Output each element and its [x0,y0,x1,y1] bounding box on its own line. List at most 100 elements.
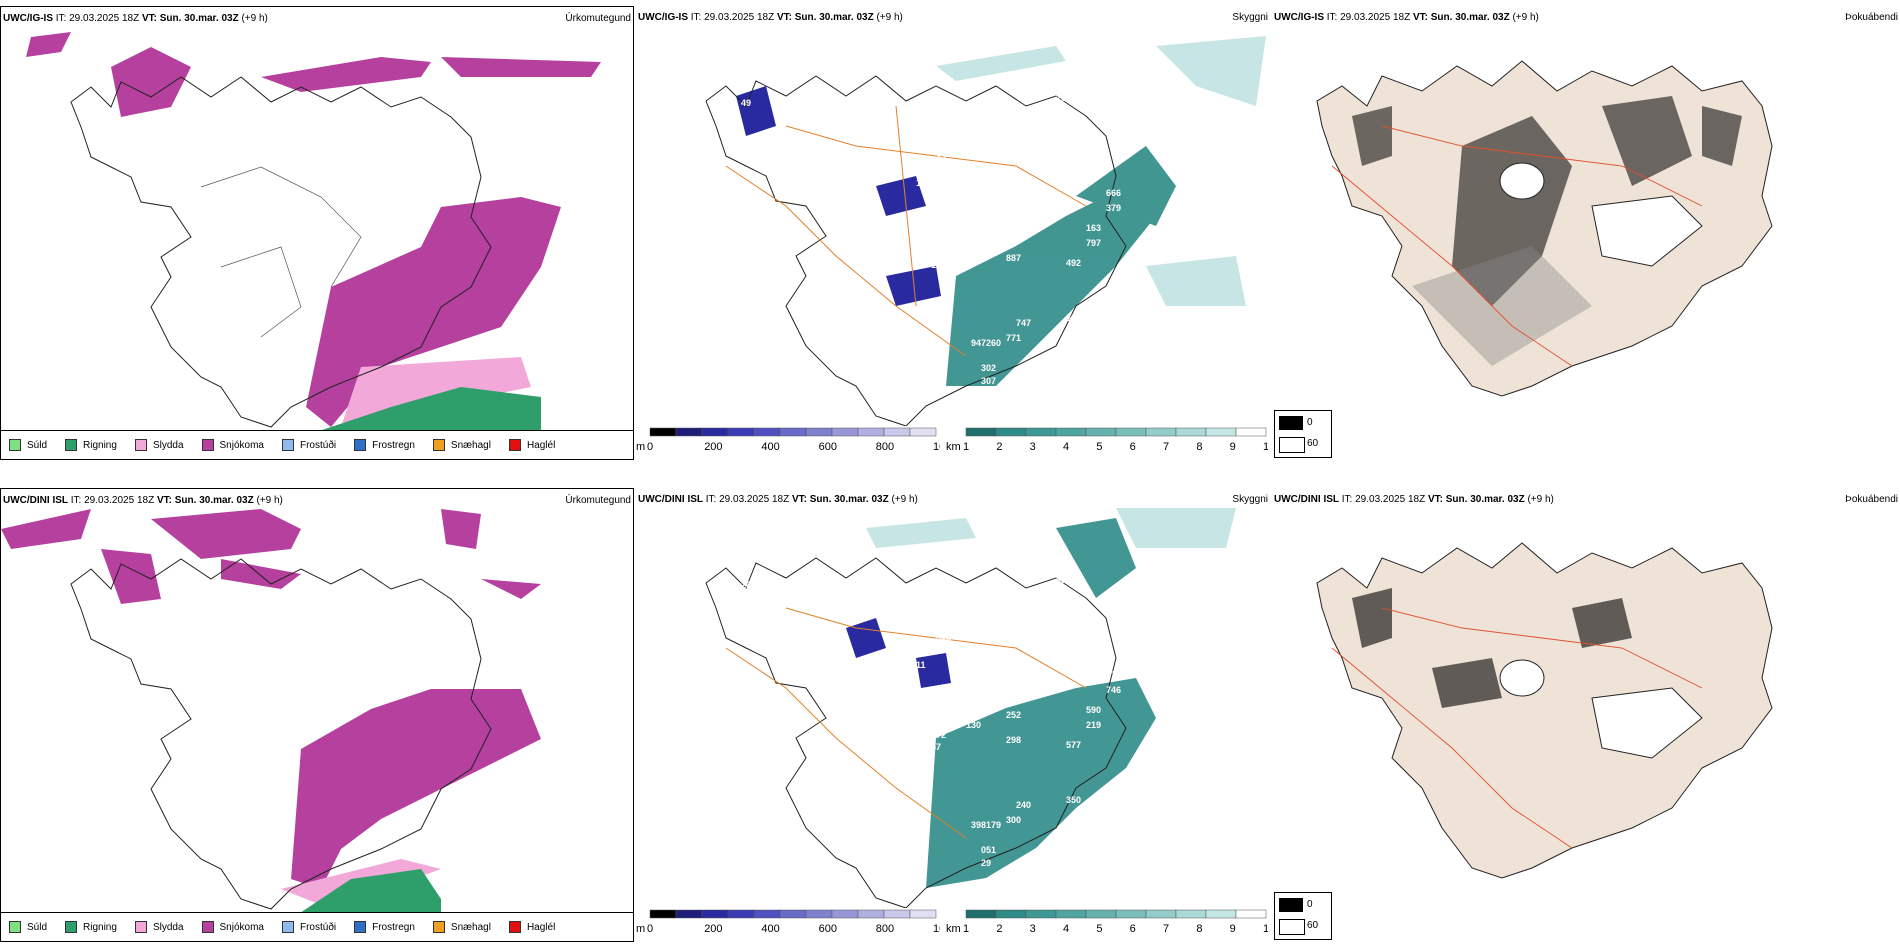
scale-tick: 6 [1130,441,1136,453]
fog-light-areas [1412,246,1592,366]
legend-swatch [201,921,214,933]
visibility-value-label: 57 [931,742,941,752]
visibility-value-label: 577 [1066,740,1081,750]
scale-tick: 1 [963,441,969,453]
legend-item-2: Slydda [134,921,184,933]
scale-tick: 2 [996,441,1002,453]
scale-tick: 200 [704,441,722,453]
legend-swatch [432,439,445,451]
panel-header: UWC/DINI ISL IT: 29.03.2025 18Z VT: Sun.… [638,494,1268,505]
legend-label: Snjókoma [219,921,264,933]
scale-swatch [753,909,781,919]
scale-swatch [1175,909,1207,919]
roads [725,105,1087,357]
roads [1331,125,1703,367]
visibility-value-label: 130 [746,545,761,555]
scale-tick: 0 [647,923,653,935]
visibility-map: 130 100 22 207 279 68 255 11 93 72 57 130 252 298 590 2… [705,508,1236,908]
fog-legend: 0 60 [1274,410,1332,458]
legend-label: Rigning [83,439,117,451]
visibility-value-label: 11 [916,660,926,670]
legend-swatch [432,921,445,933]
fog-legend: 0 60 [1274,892,1332,940]
legend-item-0: Súld [9,921,47,933]
scale-swatch [727,427,755,437]
ceiling-scale: m0 200 400 600 800 1000 [636,426,957,456]
scale-unit: m [636,923,645,935]
visibility-value-label: 219 [1086,720,1101,730]
visibility-scale: km1 2 3 4 5 6 7 8 9 10 [946,908,1270,938]
forecast-row-igis: UWC/IG-IS IT: 29.03.2025 18Z VT: Sun. 30… [0,6,1900,466]
legend-label: Súld [27,439,48,451]
legend-swatch [134,921,147,933]
legend-swatch [65,439,78,451]
precip-map [1,509,541,941]
visibility-value-label: 797 [1086,238,1101,248]
scale-swatch [831,909,859,919]
panel-header: UWC/DINI ISL IT: 29.03.2025 18Z VT: Sun.… [3,495,631,506]
visibility-value-label: 590 [1086,705,1101,715]
scale-swatch [1205,909,1237,919]
visibility-map: 276 135 13 49 181 20 42 172 142 107 106 316 208 887 16… [705,36,1266,426]
visibility-panel: UWC/IG-IS IT: 29.03.2025 18Z VT: Sun. 30… [636,6,1270,466]
haze-areas [866,508,1236,548]
legend-item-7: Haglél [508,439,556,451]
visibility-value-label: 179 [986,820,1001,830]
legend-swatch [281,921,294,933]
visibility-value-label: 350 [1066,795,1081,805]
visibility-value-label: 746 [1106,685,1121,695]
visibility-value-label: 591 [1066,313,1081,323]
scale-swatch [857,427,885,437]
panel-title: Þokuábendi [1845,494,1898,505]
legend-swatch [354,439,367,451]
scale-swatch [1235,909,1267,919]
fog-legend-dark-swatch [1279,416,1303,430]
visibility-value-label: 307 [981,376,996,386]
scale-swatch [805,427,833,437]
legend-label: Frostregn [372,921,415,933]
scale-swatch [675,427,703,437]
panel-header: UWC/DINI ISL IT: 29.03.2025 18Z VT: Sun.… [1274,494,1898,505]
forecast-row-dini: UWC/DINI ISL IT: 29.03.2025 18Z VT: Sun.… [0,488,1900,948]
visibility-value-label: 100 [766,540,781,550]
legend-label: Snjókoma [219,439,264,451]
fog-legend-light-swatch [1279,437,1305,453]
visibility-value-label: 13 [776,70,786,80]
scale-swatch [649,909,677,919]
precip-type-legend: Súld Rigning Slydda Snjókoma Frostúði Frostre… [1,912,633,941]
scale-swatch [701,427,729,437]
glacier [1499,162,1545,200]
scale-tick: 2 [996,923,1002,935]
legend-item-4: Frostúði [281,439,337,451]
precip-type-panel: UWC/DINI ISL IT: 29.03.2025 18Z VT: Sun.… [0,488,634,942]
legend-item-7: Haglél [508,921,555,933]
visibility-value-label: 298 [1006,735,1021,745]
scale-swatch [727,909,755,919]
visibility-value-label: 22 [776,552,786,562]
visibility-value-label: 260 [986,338,1001,348]
visibility-value-label: 20 [1056,93,1066,103]
panel-title: Úrkomutegund [565,13,631,24]
scale-swatch [1205,427,1237,437]
visibility-value-label: 240 [1016,800,1031,810]
visibility-labels: 130 100 22 207 279 68 255 11 93 72 57 130 252 298 590 2… [741,540,1121,868]
panel-title: Þokuábendi [1845,12,1898,23]
legend-label: Frostúði [299,439,337,451]
scale-swatch [883,427,911,437]
scale-swatch [805,909,833,919]
legend-label: Haglél [526,439,556,451]
scale-swatch [1145,909,1177,919]
panel-header: UWC/IG-IS IT: 29.03.2025 18Z VT: Sun. 30… [1274,12,1898,23]
fog-dense-areas [1352,96,1742,306]
scale-swatch [779,909,807,919]
scale-tick: 9 [1230,923,1236,935]
scale-swatch [909,909,937,919]
scale-tick: 800 [876,441,894,453]
visibility-value-label: 674 [1106,670,1121,680]
legend-item-6: Snæhagl [432,439,491,451]
legend-swatch [9,921,21,933]
land-area [1316,542,1773,879]
low-vis-areas [946,146,1176,386]
visibility-value-label: 279 [1036,550,1051,560]
visibility-panel: UWC/DINI ISL IT: 29.03.2025 18Z VT: Sun.… [636,488,1270,948]
